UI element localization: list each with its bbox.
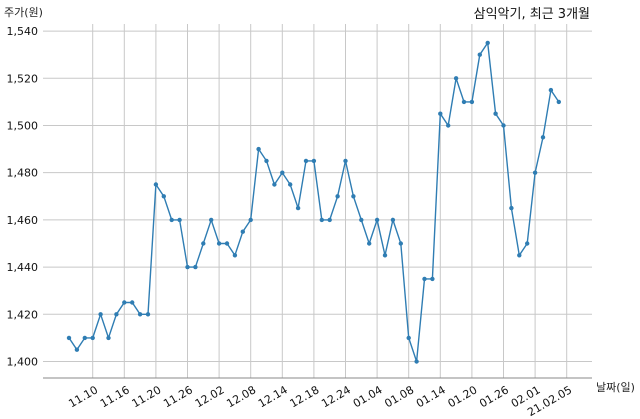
y-tick-label: 1,400	[7, 355, 39, 368]
data-point	[114, 312, 119, 317]
data-point	[82, 335, 88, 341]
data-point	[161, 194, 166, 199]
y-tick-label: 1,540	[7, 25, 39, 38]
data-point	[343, 158, 348, 164]
x-tick-label: 01.08	[382, 383, 416, 410]
data-point	[98, 312, 103, 317]
data-point	[122, 300, 127, 305]
data-point	[327, 217, 332, 223]
y-tick-label: 1,420	[7, 308, 39, 321]
data-point	[193, 264, 198, 270]
data-point	[66, 335, 72, 341]
data-point	[351, 194, 356, 199]
data-point	[319, 217, 324, 223]
data-point	[382, 253, 388, 258]
data-point	[367, 241, 372, 246]
data-point	[272, 182, 277, 187]
data-point	[130, 300, 135, 305]
data-point	[311, 158, 317, 164]
data-point	[390, 217, 396, 223]
data-points	[66, 40, 561, 364]
data-point	[153, 182, 159, 187]
x-tick-labels: 11.1011.1611.2011.2612.0212.0812.1412.18…	[66, 383, 574, 419]
data-point	[406, 335, 411, 341]
data-point	[430, 276, 435, 282]
data-point	[137, 312, 143, 317]
data-point	[453, 76, 459, 81]
x-tick-label: 12.02	[193, 383, 227, 410]
data-point	[374, 217, 380, 223]
y-tick-label: 1,480	[7, 167, 39, 180]
y-tick-label: 1,500	[7, 119, 39, 132]
data-point	[438, 111, 443, 116]
data-point	[185, 264, 190, 270]
data-point	[106, 335, 111, 341]
x-tick-label: 01.04	[351, 383, 385, 410]
data-point	[398, 241, 403, 246]
x-tick-label: 11.16	[98, 383, 132, 410]
data-point	[74, 347, 80, 352]
data-point	[145, 312, 151, 317]
data-point	[256, 146, 261, 152]
data-point	[248, 217, 253, 223]
y-tick-labels: 1,400 1,420 1,440 1,460 1,480 1,500 1,520 1,540	[7, 25, 39, 368]
data-point	[216, 241, 222, 246]
data-point	[201, 241, 206, 246]
data-point	[335, 194, 340, 199]
data-point	[501, 123, 506, 128]
data-point	[540, 135, 546, 140]
data-point	[477, 52, 482, 57]
x-tick-label: 11.26	[161, 383, 195, 410]
data-point	[556, 99, 561, 105]
data-point	[461, 99, 467, 105]
data-point	[303, 158, 309, 164]
chart-title: 삼익악기, 최근 3개월	[474, 7, 590, 22]
x-tick-label: 12.14	[256, 383, 290, 410]
y-tick-label: 1,520	[7, 72, 39, 85]
data-point	[525, 241, 530, 246]
x-tick-label: 12.24	[319, 383, 353, 410]
y-axis-label: 주가(원)	[4, 6, 43, 19]
x-tick-label: 12.08	[224, 383, 258, 410]
data-point	[446, 123, 451, 128]
data-point	[548, 87, 554, 93]
data-point	[209, 217, 214, 223]
data-point	[232, 253, 238, 258]
data-point	[295, 205, 301, 211]
data-point	[414, 359, 419, 364]
data-point	[359, 217, 364, 223]
data-point	[532, 170, 538, 175]
x-tick-label: 01.26	[477, 383, 511, 410]
data-point	[485, 40, 490, 46]
data-point	[264, 158, 269, 164]
grid	[43, 24, 592, 378]
data-point	[90, 335, 95, 341]
x-tick-label: 01.20	[446, 383, 480, 410]
x-tick-label: 11.20	[130, 383, 164, 410]
x-tick-label: 12.18	[288, 383, 322, 410]
data-point	[224, 241, 230, 246]
data-point	[288, 182, 293, 187]
x-tick-label: 01.14	[414, 383, 448, 410]
data-point	[177, 217, 182, 223]
y-tick-label: 1,440	[7, 261, 39, 274]
data-point	[240, 229, 245, 234]
data-point	[280, 170, 285, 175]
data-point	[469, 99, 475, 105]
data-point	[517, 253, 522, 258]
x-axis-label: 날짜(일)	[596, 380, 635, 394]
data-point	[509, 205, 514, 211]
x-tick-label: 11.10	[66, 383, 100, 410]
y-tick-label: 1,460	[7, 214, 39, 227]
data-point	[169, 217, 174, 223]
data-point	[493, 111, 498, 116]
data-point	[422, 276, 427, 282]
